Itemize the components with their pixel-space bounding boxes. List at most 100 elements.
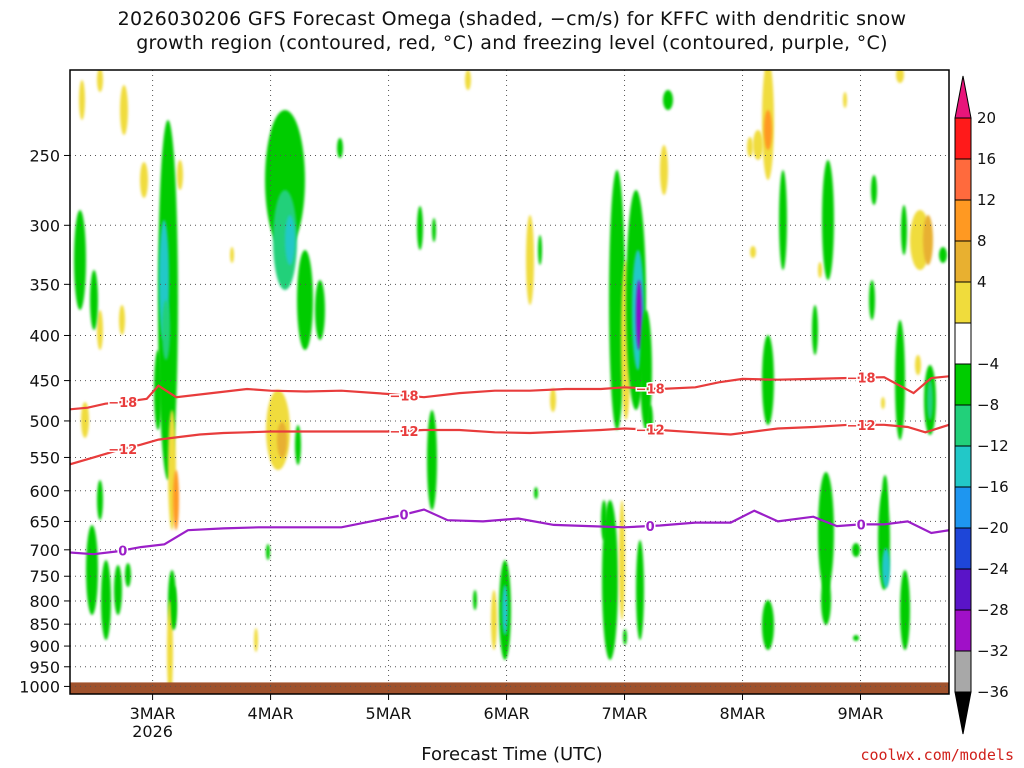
omega-patch xyxy=(660,145,668,195)
chart-title-line-1: 2026030206 GFS Forecast Omega (shaded, −… xyxy=(117,8,907,30)
omega-patch xyxy=(427,410,437,510)
colorbar-label: 16 xyxy=(977,150,996,168)
dgz-minus12-label: −12 xyxy=(390,425,419,440)
omega-patch xyxy=(895,320,905,440)
omega-patch xyxy=(473,590,477,610)
omega-patch xyxy=(900,570,910,650)
omega-patch xyxy=(171,586,177,630)
freezing-level-0c-label: 0 xyxy=(857,518,866,533)
dgz-minus18-label: −18 xyxy=(108,396,137,411)
colorbar-swatch xyxy=(954,609,972,652)
omega-patch xyxy=(843,92,847,108)
x-axis-label: Forecast Time (UTC) xyxy=(421,744,603,765)
dgz-minus18-label: −18 xyxy=(636,383,665,398)
omega-patch xyxy=(881,397,885,409)
omega-patch xyxy=(869,280,875,320)
omega-patch xyxy=(550,388,556,412)
omega-patch xyxy=(417,206,423,250)
colorbar-swatch xyxy=(954,240,972,283)
plot-frame xyxy=(69,69,950,695)
colorbar-label: −12 xyxy=(977,437,1009,455)
colorbar-swatch xyxy=(954,486,972,529)
colorbar-label: 8 xyxy=(977,232,987,250)
omega-patch xyxy=(822,160,834,280)
freezing-level-0c-label: 0 xyxy=(399,509,408,524)
freezing-level-0c-label: 0 xyxy=(646,520,655,535)
omega-patch xyxy=(97,70,103,92)
omega-patch xyxy=(465,70,471,90)
omega-patch xyxy=(636,540,644,640)
y-tick-label: 650 xyxy=(29,512,60,531)
x-tick-label: 4MAR xyxy=(248,704,294,723)
omega-patch xyxy=(120,85,128,135)
omega-patch xyxy=(526,215,534,305)
omega-patch xyxy=(167,600,173,694)
omega-patch xyxy=(762,600,774,650)
omega-patch xyxy=(923,215,933,265)
omega-patch xyxy=(266,544,270,560)
omega-patch xyxy=(125,563,131,587)
omega-patch xyxy=(277,422,287,458)
dgz-minus18-label: −18 xyxy=(847,372,876,387)
colorbar-label: −20 xyxy=(977,519,1009,537)
dgz-minus12-label: −12 xyxy=(108,443,137,458)
y-tick-label: 1000 xyxy=(19,677,60,696)
omega-patch xyxy=(81,402,89,438)
colorbar-swatch xyxy=(954,158,972,201)
omega-patch xyxy=(753,130,763,160)
omega-patch xyxy=(663,90,673,110)
y-tick-label: 700 xyxy=(29,541,60,560)
colorbar-swatch xyxy=(954,322,972,365)
omega-patch xyxy=(119,305,125,335)
colorbar-swatch xyxy=(954,199,972,242)
omega-patch xyxy=(177,160,183,190)
omega-patch xyxy=(337,138,343,158)
colorbar-label: 12 xyxy=(977,191,996,209)
y-tick-label: 750 xyxy=(29,567,60,586)
colorbar-top-arrow xyxy=(954,75,972,119)
colorbar-label: −36 xyxy=(977,683,1009,701)
omega-patch xyxy=(623,629,627,645)
freezing-level-0c-line xyxy=(70,508,949,556)
omega-patch xyxy=(86,525,98,615)
dgz-minus18-line xyxy=(70,375,949,411)
y-tick-label: 350 xyxy=(29,275,60,294)
omega-patch xyxy=(939,247,947,263)
y-tick-label: 250 xyxy=(29,146,60,165)
omega-patch xyxy=(640,310,652,430)
y-tick-label: 300 xyxy=(29,216,60,235)
omega-patch xyxy=(818,262,822,278)
omega-patch xyxy=(821,575,831,625)
omega-patch xyxy=(927,380,933,420)
colorbar-swatch xyxy=(954,363,972,406)
y-tick-label: 450 xyxy=(29,372,60,391)
omega-patch xyxy=(852,543,860,557)
omega-patch xyxy=(534,487,538,499)
omega-patch xyxy=(779,170,787,270)
x-tick-label: 6MAR xyxy=(484,704,530,723)
omega-patch xyxy=(764,110,772,150)
omega-patch xyxy=(79,80,85,120)
y-tick-label: 900 xyxy=(29,637,60,656)
omega-shading xyxy=(74,70,947,694)
colorbar-label: −24 xyxy=(977,560,1009,578)
dgz-minus12-label: −12 xyxy=(847,419,876,434)
colorbar-label: −28 xyxy=(977,601,1009,619)
omega-patch xyxy=(871,175,877,205)
chart-title-line-2: growth region (contoured, red, °C) and f… xyxy=(136,32,888,54)
omega-patch xyxy=(101,560,111,640)
colorbar-swatch xyxy=(954,527,972,570)
x-tick-label: 5MAR xyxy=(366,704,412,723)
omega-patch xyxy=(896,70,904,83)
colorbar-label: −4 xyxy=(977,355,999,373)
omega-patch xyxy=(538,235,542,265)
omega-patch xyxy=(812,305,818,355)
omega-patch xyxy=(254,628,258,652)
omega-patch xyxy=(647,405,653,435)
grid-lines xyxy=(70,70,949,694)
omega-patch xyxy=(747,137,753,157)
colorbar-label: −8 xyxy=(977,396,999,414)
omega-patch xyxy=(154,350,162,430)
axes: 250 300 350 400 450 500 550 600 650 700 750 800 850 9… xyxy=(19,69,950,741)
